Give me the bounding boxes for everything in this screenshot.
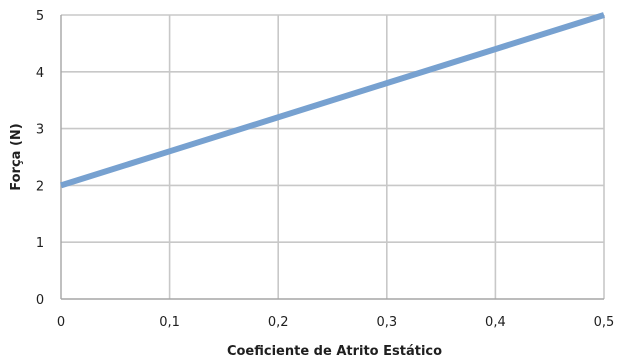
y-tick-label: 5 xyxy=(36,9,44,24)
x-tick-label: 0 xyxy=(57,315,65,330)
series-line xyxy=(60,12,605,189)
series-layer xyxy=(60,12,605,189)
x-tick-label: 0,1 xyxy=(159,315,180,330)
y-tick-label: 2 xyxy=(36,179,44,194)
x-tick-label: 0,4 xyxy=(485,315,506,330)
y-tick-label: 3 xyxy=(36,123,44,138)
axes xyxy=(60,15,604,300)
tick-labels: 0 0,1 0,2 0,3 0,4 0,5 0 1 2 3 4 5 xyxy=(36,9,614,330)
y-axis-title: Força (N) xyxy=(9,123,24,190)
y-tick-label: 0 xyxy=(36,293,44,308)
x-tick-label: 0,5 xyxy=(594,315,615,330)
x-tick-label: 0,3 xyxy=(376,315,397,330)
x-tick-label: 0,2 xyxy=(268,315,289,330)
y-tick-label: 1 xyxy=(36,236,44,251)
x-axis-title: Coeficiente de Atrito Estático xyxy=(227,344,442,359)
y-tick-label: 4 xyxy=(36,66,44,81)
gridlines xyxy=(61,14,605,299)
